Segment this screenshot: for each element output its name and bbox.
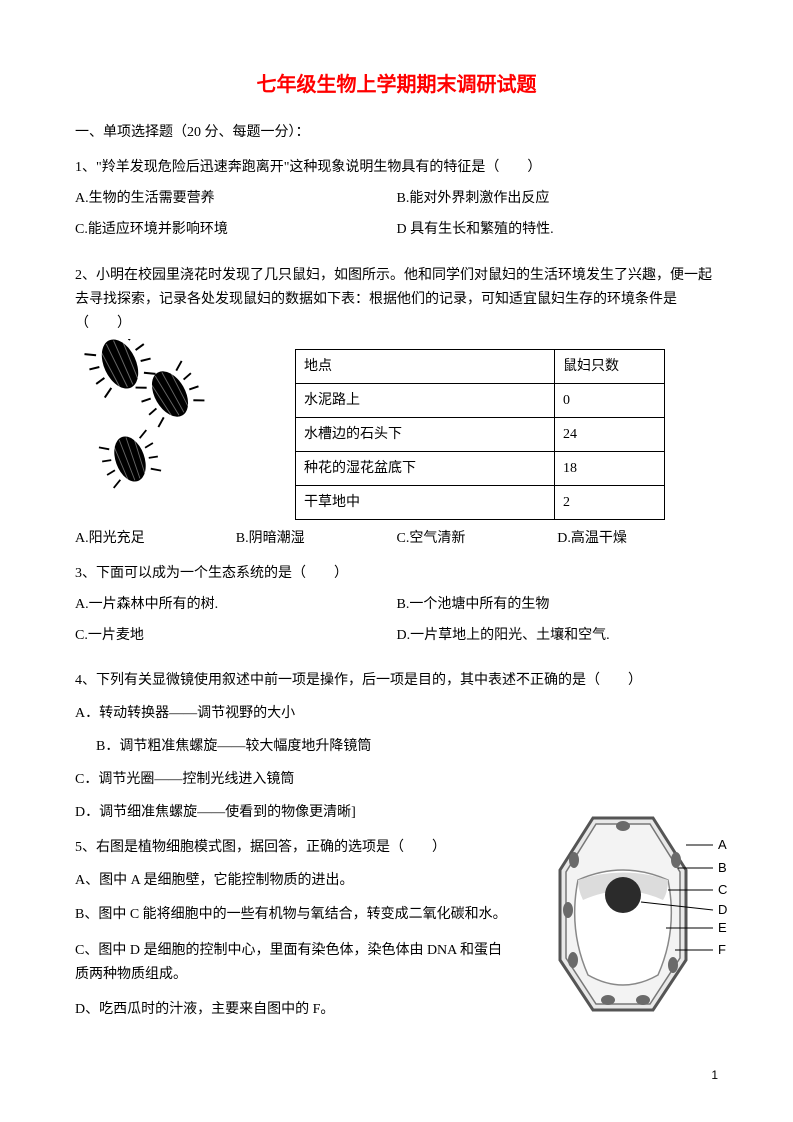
q3-stem: 3、下面可以成为一个生态系统的是（ ） — [75, 563, 718, 584]
question-3: 3、下面可以成为一个生态系统的是（ ） A.一片森林中所有的树. B.一个池塘中… — [75, 563, 718, 656]
q5-opt-c: C、图中 D 是细胞的控制中心，里面有染色体，染色体由 DNA 和蛋白质两种物质… — [75, 939, 515, 987]
q2-opt-a: A.阳光充足 — [75, 528, 236, 549]
chloroplast-icon — [636, 995, 650, 1005]
table-row: 水槽边的石头下24 — [296, 418, 665, 452]
q5-opt-b: B、图中 C 能将细胞中的一些有机物与氧结合，转变成二氧化碳和水。 — [75, 903, 515, 927]
q5-opt-d: D、吃西瓜时的汁液，主要来自图中的 F。 — [75, 999, 515, 1020]
q1-opt-a: A.生物的生活需要营养 — [75, 188, 397, 209]
chloroplast-icon — [569, 852, 579, 868]
cell-label-d: D — [718, 902, 727, 917]
question-2: 2、小明在校园里浇花时发现了几只鼠妇，如图所示。他和同学们对鼠妇的生活环境发生了… — [75, 264, 718, 549]
q3-opt-c: C.一片麦地 — [75, 625, 397, 646]
nucleus-icon — [605, 877, 641, 913]
cell-label-b: B — [718, 860, 727, 875]
table-row: 种花的湿花盆底下18 — [296, 452, 665, 486]
q2-opt-c: C.空气清新 — [397, 528, 558, 549]
woodlouse-figure — [75, 339, 275, 509]
question-1: 1、"羚羊发现危险后迅速奔跑离开"这种现象说明生物具有的特征是（ ） A.生物的… — [75, 157, 718, 250]
woodlouse-icon — [82, 339, 158, 400]
chloroplast-icon — [671, 852, 681, 868]
cell-label-e: E — [718, 920, 727, 935]
question-4: 4、下列有关显微镜使用叙述中前一项是操作，后一项是目的，其中表述不正确的是（ ）… — [75, 670, 718, 823]
q2-stem: 2、小明在校园里浇花时发现了几只鼠妇，如图所示。他和同学们对鼠妇的生活环境发生了… — [75, 264, 718, 335]
woodlouse-icon — [133, 359, 207, 430]
cell-label-f: F — [718, 942, 726, 957]
table-row: 水泥路上0 — [296, 384, 665, 418]
page-number: 1 — [711, 1066, 718, 1084]
title-text: 七年级生物上学期期末调研试题 — [257, 74, 537, 96]
q4-stem: 4、下列有关显微镜使用叙述中前一项是操作，后一项是目的，其中表述不正确的是（ ） — [75, 670, 718, 691]
q1-stem: 1、"羚羊发现危险后迅速奔跑离开"这种现象说明生物具有的特征是（ ） — [75, 157, 718, 178]
q1-opt-d: D 具有生长和繁殖的特性. — [397, 219, 719, 240]
q2-opt-d: D.高温干燥 — [557, 528, 718, 549]
chloroplast-icon — [668, 957, 678, 973]
cell-label-c: C — [718, 882, 727, 897]
q3-opt-d: D.一片草地上的阳光、土壤和空气. — [397, 625, 719, 646]
page-title: 七年级生物上学期期末调研试题 — [75, 70, 718, 100]
cell-label-a: A — [718, 837, 727, 852]
chloroplast-icon — [616, 821, 630, 831]
q4-opt-c: C．调节光圈——控制光线进入镜筒 — [75, 769, 718, 790]
q2-table: 地点 鼠妇只数 水泥路上0 水槽边的石头下24 种花的湿花盆底下18 干草地中2 — [295, 349, 665, 520]
q3-opt-a: A.一片森林中所有的树. — [75, 594, 397, 615]
q3-opt-b: B.一个池塘中所有的生物 — [397, 594, 719, 615]
section-1-header: 一、单项选择题（20 分、每题一分）： — [75, 122, 718, 143]
plant-cell-figure: A B C D E F — [538, 810, 728, 1020]
q2-opt-b: B.阴暗潮湿 — [236, 528, 397, 549]
q5-opt-a: A、图中 A 是细胞壁，它能控制物质的进出。 — [75, 870, 515, 891]
table-row: 地点 鼠妇只数 — [296, 350, 665, 384]
chloroplast-icon — [563, 902, 573, 918]
q4-opt-b: B．调节粗准焦螺旋——较大幅度地升降镜筒 — [75, 736, 718, 757]
chloroplast-icon — [601, 995, 615, 1005]
q1-opt-c: C.能适应环境并影响环境 — [75, 219, 397, 240]
q1-opt-b: B.能对外界刺激作出反应 — [397, 188, 719, 209]
woodlouse-icon — [97, 428, 164, 490]
q5-stem: 5、右图是植物细胞模式图，据回答，正确的选项是（ ） — [75, 837, 515, 858]
chloroplast-icon — [568, 952, 578, 968]
table-header-count: 鼠妇只数 — [555, 350, 665, 384]
table-header-location: 地点 — [296, 350, 555, 384]
table-row: 干草地中2 — [296, 486, 665, 520]
q4-opt-a: A．转动转换器——调节视野的大小 — [75, 703, 718, 724]
